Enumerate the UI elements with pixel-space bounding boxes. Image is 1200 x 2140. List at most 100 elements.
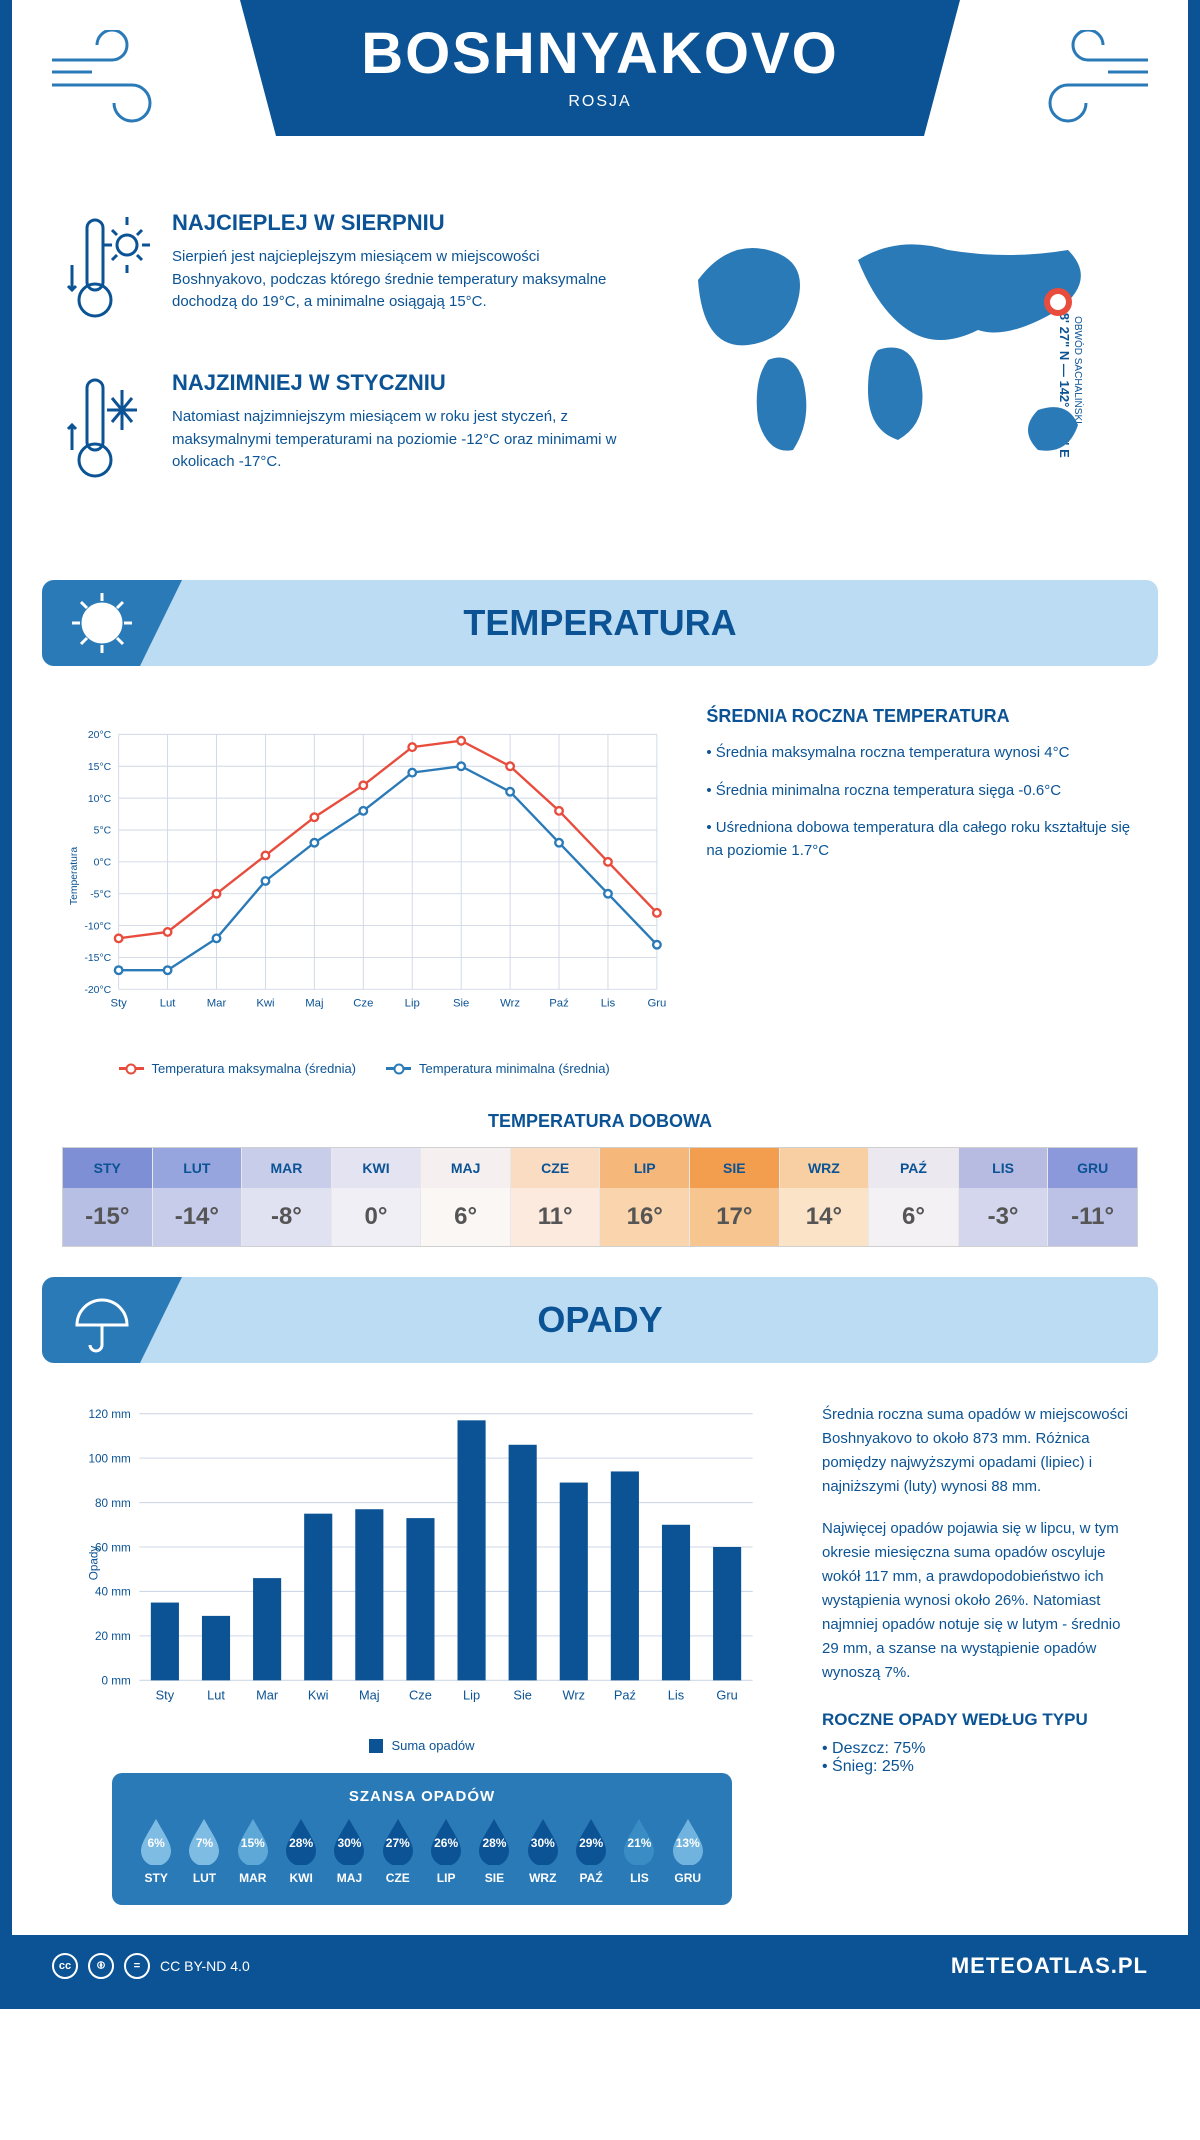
daily-month: WRZ — [780, 1148, 869, 1188]
daily-month: LUT — [153, 1148, 242, 1188]
precip-type-item: • Deszcz: 75% — [822, 1740, 1138, 1758]
daily-value: 6° — [869, 1188, 958, 1246]
daily-cell: LUT -14° — [153, 1148, 243, 1246]
svg-text:-20°C: -20°C — [84, 985, 111, 996]
warmest-heading: NAJCIEPLEJ W SIERPNIU — [172, 210, 618, 236]
svg-text:Mar: Mar — [256, 1688, 279, 1703]
chance-value: 28% — [289, 1836, 313, 1850]
svg-text:-15°C: -15°C — [84, 953, 111, 964]
thermometer-sun-icon — [62, 210, 152, 335]
daily-month: LIS — [959, 1148, 1048, 1188]
precip-paragraph: Średnia roczna suma opadów w miejscowośc… — [822, 1403, 1138, 1499]
temperature-chart-row: -20°C-15°C-10°C-5°C0°C5°C10°C15°C20°CSty… — [12, 686, 1188, 1086]
chance-item: 13% GRU — [669, 1817, 707, 1885]
svg-text:Paź: Paź — [614, 1688, 636, 1703]
chance-item: 28% SIE — [475, 1817, 513, 1885]
daily-cell: LIS -3° — [959, 1148, 1049, 1246]
chance-item: 28% KWI — [282, 1817, 320, 1885]
chance-value: 6% — [147, 1836, 164, 1850]
temperature-section-header: TEMPERATURA — [42, 580, 1158, 666]
svg-text:Sty: Sty — [110, 997, 127, 1009]
svg-text:-10°C: -10°C — [84, 921, 111, 932]
svg-text:120 mm: 120 mm — [88, 1408, 130, 1421]
by-icon: 🅯 — [88, 1953, 114, 1979]
legend-label: Suma opadów — [391, 1738, 474, 1753]
thermometer-snow-icon — [62, 370, 152, 495]
footer: cc 🅯 = CC BY-ND 4.0 METEOATLAS.PL — [12, 1935, 1188, 1997]
chance-month: MAJ — [330, 1871, 368, 1885]
drop-icon: 13% — [669, 1817, 707, 1865]
drop-icon: 29% — [572, 1817, 610, 1865]
daily-temp-table: STY -15°LUT -14°MAR -8°KWI 0°MAJ 6°CZE 1… — [62, 1147, 1138, 1247]
precipitation-heading: OPADY — [82, 1299, 1118, 1341]
coldest-block: NAJZIMNIEJ W STYCZNIU Natomiast najzimni… — [62, 370, 618, 495]
daily-cell: CZE 11° — [511, 1148, 601, 1246]
svg-text:40 mm: 40 mm — [95, 1586, 131, 1599]
svg-text:Mar: Mar — [207, 997, 227, 1009]
daily-month: MAR — [242, 1148, 331, 1188]
chance-month: KWI — [282, 1871, 320, 1885]
svg-text:Gru: Gru — [716, 1688, 737, 1703]
temperature-line-chart: -20°C-15°C-10°C-5°C0°C5°C10°C15°C20°CSty… — [62, 706, 666, 1046]
chance-value: 30% — [337, 1836, 361, 1850]
svg-text:Lip: Lip — [405, 997, 420, 1009]
daily-month: SIE — [690, 1148, 779, 1188]
svg-text:Lut: Lut — [160, 997, 177, 1009]
svg-text:10°C: 10°C — [88, 794, 112, 805]
wind-icon — [1018, 30, 1158, 130]
intro-section: NAJCIEPLEJ W SIERPNIU Sierpień jest najc… — [12, 180, 1188, 560]
chance-item: 6% STY — [137, 1817, 175, 1885]
svg-text:Maj: Maj — [359, 1688, 380, 1703]
temp-bullet: • Średnia minimalna roczna temperatura s… — [706, 780, 1138, 803]
precipitation-section-header: OPADY — [42, 1277, 1158, 1363]
chance-item: 29% PAŹ — [572, 1817, 610, 1885]
svg-text:Lis: Lis — [668, 1688, 684, 1703]
chance-month: WRZ — [524, 1871, 562, 1885]
avg-temp-heading: ŚREDNIA ROCZNA TEMPERATURA — [706, 706, 1138, 727]
daily-value: 17° — [690, 1188, 779, 1246]
chance-value: 26% — [434, 1836, 458, 1850]
daily-cell: KWI 0° — [332, 1148, 422, 1246]
daily-cell: PAŹ 6° — [869, 1148, 959, 1246]
intro-text-column: NAJCIEPLEJ W SIERPNIU Sierpień jest najc… — [62, 210, 618, 530]
warmest-text: Sierpień jest najcieplejszym miesiącem w… — [172, 246, 618, 314]
chance-value: 28% — [482, 1836, 506, 1850]
temp-bullet: • Uśredniona dobowa temperatura dla całe… — [706, 817, 1138, 862]
legend-item: Temperatura minimalna (średnia) — [386, 1061, 610, 1076]
daily-month: LIP — [600, 1148, 689, 1188]
drop-icon: 15% — [234, 1817, 272, 1865]
daily-value: 6° — [421, 1188, 510, 1246]
warmest-block: NAJCIEPLEJ W SIERPNIU Sierpień jest najc… — [62, 210, 618, 335]
chance-month: LIP — [427, 1871, 465, 1885]
location-marker-icon — [1047, 291, 1069, 313]
svg-text:Sie: Sie — [513, 1688, 532, 1703]
svg-text:Kwi: Kwi — [308, 1688, 329, 1703]
svg-text:0 mm: 0 mm — [102, 1675, 131, 1688]
precipitation-chance-box: SZANSA OPADÓW 6% STY 7% LUT 15% MAR 28% … — [112, 1773, 732, 1905]
daily-month: KWI — [332, 1148, 421, 1188]
chance-month: GRU — [669, 1871, 707, 1885]
chance-item: 21% LIS — [620, 1817, 658, 1885]
drop-icon: 6% — [137, 1817, 175, 1865]
chance-value: 15% — [241, 1836, 265, 1850]
precipitation-legend: Suma opadów — [62, 1738, 782, 1753]
temperature-side-text: ŚREDNIA ROCZNA TEMPERATURA • Średnia mak… — [706, 706, 1138, 1076]
precip-paragraph: Najwięcej opadów pojawia się w lipcu, w … — [822, 1517, 1138, 1685]
legend-item: Temperatura maksymalna (średnia) — [119, 1061, 356, 1076]
precipitation-row: 0 mm20 mm40 mm60 mm80 mm100 mm120 mmOpad… — [12, 1383, 1188, 1935]
svg-text:Paź: Paź — [549, 997, 569, 1009]
daily-value: 0° — [332, 1188, 421, 1246]
svg-text:5°C: 5°C — [94, 826, 112, 837]
daily-month: STY — [63, 1148, 152, 1188]
daily-value: -11° — [1048, 1188, 1137, 1246]
temperature-legend: Temperatura maksymalna (średnia) Temperat… — [62, 1061, 666, 1076]
chance-month: SIE — [475, 1871, 513, 1885]
daily-month: PAŹ — [869, 1148, 958, 1188]
header-ribbon: BOSHNYAKOVO ROSJA — [240, 0, 960, 136]
chance-month: STY — [137, 1871, 175, 1885]
svg-text:Lis: Lis — [601, 997, 616, 1009]
drop-icon: 26% — [427, 1817, 465, 1865]
chance-month: CZE — [379, 1871, 417, 1885]
world-map-block: OBWÓD SACHALIŃSKI 49° 38' 27" N — 142° 9… — [658, 210, 1138, 530]
svg-text:0°C: 0°C — [94, 858, 112, 869]
